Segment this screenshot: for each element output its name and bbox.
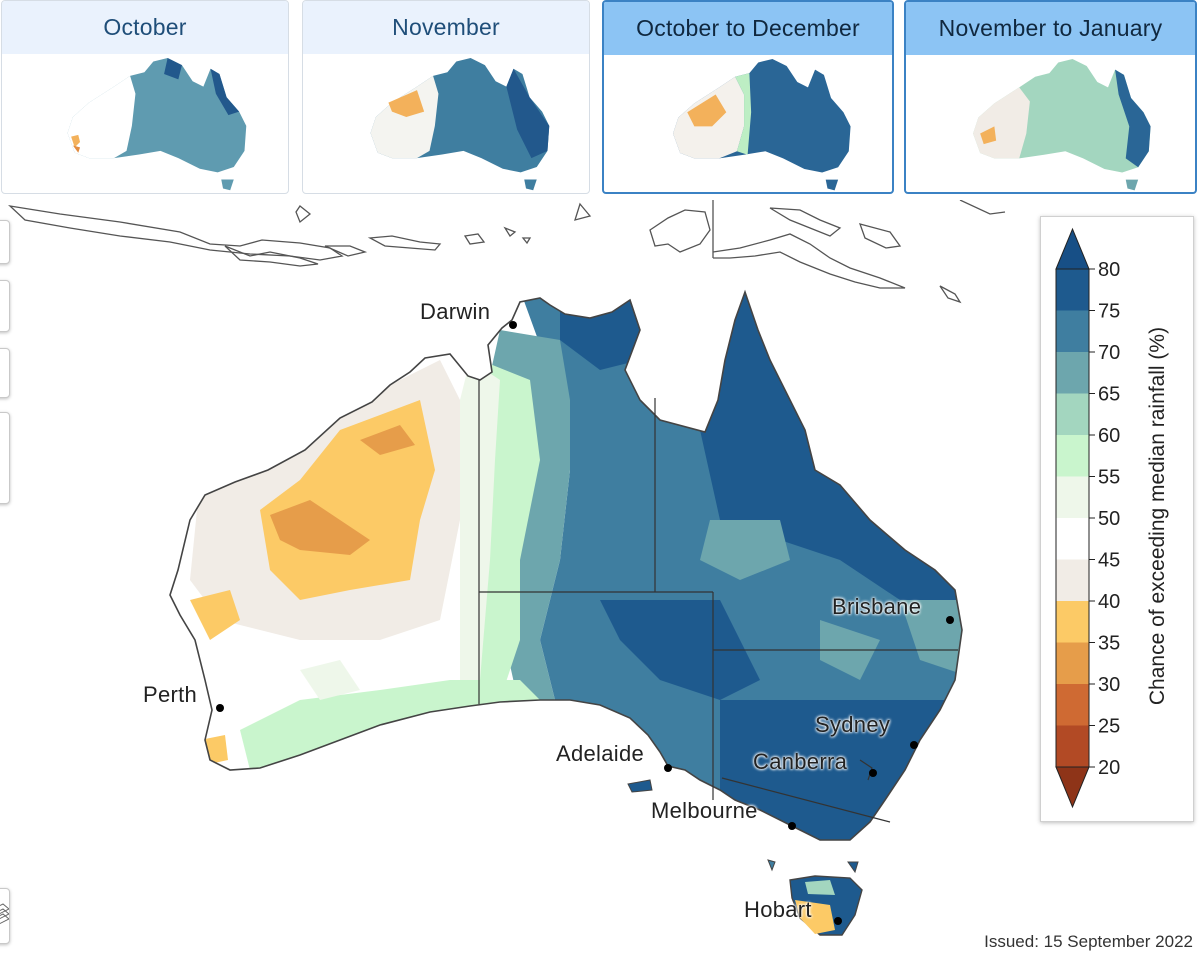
legend-tick-label: 65 [1098,384,1120,406]
legend-tick-label: 80 [1098,259,1120,281]
city-label-adelaide: Adelaide [556,741,645,766]
legend-band-25-30 [1056,684,1089,726]
outlook-period-tabs: October November October [0,0,1203,200]
probability-shading [170,292,962,840]
legend-band-35-40 [1056,601,1089,643]
legend-tick-label: 60 [1098,425,1120,447]
zoom-in-button[interactable] [0,220,10,264]
tab-label: November [303,1,589,54]
layers-button[interactable] [0,888,10,944]
australia-rainfall-map [7,200,1006,936]
legend-arrow-bottom [1055,766,1090,809]
tasmania [767,859,863,936]
fullscreen-button[interactable] [0,412,10,504]
tab-november[interactable]: November [302,0,590,194]
rainfall-outlook-map[interactable] [0,200,1203,960]
city-label-brisbane: Brisbane [832,594,922,619]
layers-icon [0,903,10,925]
legend-arrow-top [1055,227,1090,270]
tab-october[interactable]: October [1,0,289,194]
legend-colorbar: 80 75 70 65 60 55 50 45 40 35 30 25 20 [1055,227,1120,809]
neighbouring-islands [7,200,1006,304]
thumbnail-map [370,57,550,191]
tab-label: October to December [604,2,892,55]
legend-band-70-75 [1056,310,1089,353]
thumbnail-map [67,57,247,191]
city-label-canberra: Canberra [753,749,848,774]
legend-tick-label: 25 [1098,716,1120,738]
legend-band-75-80 [1056,269,1089,311]
legend-panel: 80 75 70 65 60 55 50 45 40 35 30 25 20 [1040,216,1194,822]
home-button[interactable] [0,348,10,398]
zoom-out-button[interactable] [0,280,10,332]
state-borders [478,380,958,823]
legend-tick-label: 45 [1098,550,1120,572]
city-label-melbourne: Melbourne [651,798,758,823]
legend-band-40-45 [1056,559,1089,602]
legend-band-55-60 [1056,435,1089,477]
legend-tick-label: 70 [1098,342,1120,364]
legend-band-30-35 [1056,642,1089,685]
city-label-hobart: Hobart [744,897,812,922]
legend-tick-label: 20 [1098,757,1120,779]
legend-tick-label: 55 [1098,467,1120,489]
legend-band-60-65 [1056,393,1089,436]
city-label-darwin: Darwin [420,299,491,324]
legend-band-50-55 [1056,476,1089,519]
city-markers [216,321,954,925]
thumbnail-map [973,58,1151,191]
city-label-perth: Perth [143,682,198,707]
legend-tick-label: 75 [1098,301,1120,323]
legend-title: Chance of exceeding median rainfall (%) [1146,326,1169,706]
legend-tick-label: 30 [1098,674,1120,696]
legend-band-45-50 [1056,518,1089,560]
legend-band-65-70 [1056,352,1089,394]
tab-november-to-january[interactable]: November to January [904,0,1197,194]
tab-label: November to January [906,2,1195,55]
legend-tick-label: 40 [1098,591,1120,613]
legend-tick-label: 35 [1098,633,1120,655]
legend-band-20-25 [1056,725,1089,768]
issued-date: Issued: 15 September 2022 [984,932,1193,951]
tab-label: October [2,1,288,54]
tab-october-to-december[interactable]: October to December [602,0,894,194]
city-label-sydney: Sydney [815,712,891,737]
thumbnail-map [673,58,851,191]
legend-tick-label: 50 [1098,508,1120,530]
